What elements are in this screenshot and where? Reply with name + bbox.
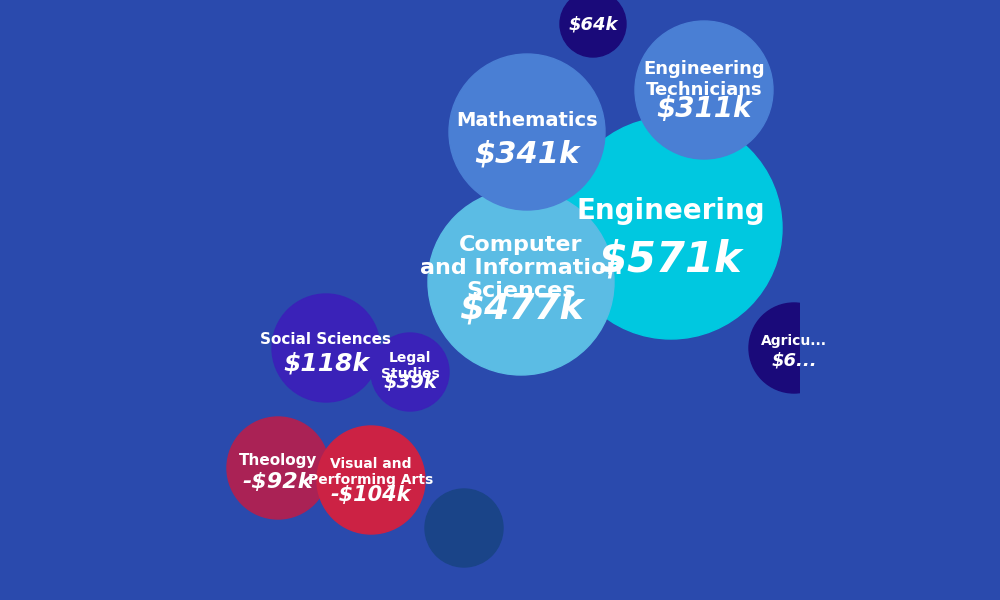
Text: Theology: Theology (239, 453, 317, 468)
Text: -$92k: -$92k (243, 472, 313, 492)
Text: $64k: $64k (568, 15, 618, 33)
Text: $571k: $571k (599, 238, 743, 280)
Circle shape (560, 0, 626, 57)
Circle shape (425, 489, 503, 567)
Text: $118k: $118k (283, 351, 369, 375)
Circle shape (428, 189, 614, 375)
Text: Legal
Studies: Legal Studies (381, 351, 439, 381)
Text: Computer
and Information
Sciences: Computer and Information Sciences (420, 235, 622, 301)
Text: Agricu...: Agricu... (761, 334, 827, 348)
Text: -$104k: -$104k (331, 485, 411, 505)
Text: $6...: $6... (771, 352, 817, 370)
Circle shape (317, 426, 425, 534)
Circle shape (272, 294, 380, 402)
Circle shape (560, 117, 782, 339)
Circle shape (449, 54, 605, 210)
Circle shape (635, 21, 773, 159)
Text: $39k: $39k (383, 373, 437, 392)
Text: $477k: $477k (459, 291, 583, 325)
Text: Visual and
Performing Arts: Visual and Performing Arts (308, 457, 434, 487)
Text: Social Sciences: Social Sciences (260, 332, 392, 347)
Text: Engineering
Technicians: Engineering Technicians (643, 60, 765, 99)
Circle shape (749, 303, 839, 393)
Circle shape (371, 333, 449, 411)
Text: $311k: $311k (656, 95, 752, 124)
Circle shape (227, 417, 329, 519)
Text: Engineering: Engineering (577, 197, 765, 226)
Text: $341k: $341k (474, 139, 580, 169)
Text: Mathematics: Mathematics (456, 111, 598, 130)
